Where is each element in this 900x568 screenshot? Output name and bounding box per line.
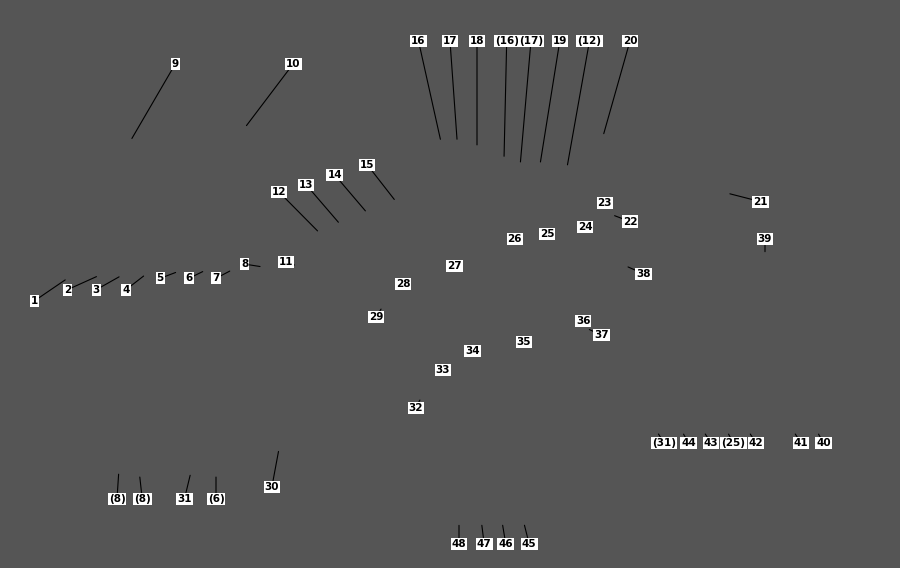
- Ellipse shape: [434, 251, 466, 311]
- Ellipse shape: [659, 341, 682, 383]
- Ellipse shape: [563, 257, 585, 297]
- Text: 46: 46: [499, 539, 513, 549]
- Ellipse shape: [402, 322, 465, 437]
- Ellipse shape: [8, 265, 42, 301]
- Ellipse shape: [641, 349, 655, 376]
- Text: 16: 16: [411, 36, 426, 46]
- Text: 45: 45: [522, 539, 536, 549]
- Text: (8): (8): [109, 494, 125, 504]
- Polygon shape: [770, 352, 842, 373]
- Text: 33: 33: [436, 365, 450, 375]
- Text: (6): (6): [208, 494, 224, 504]
- Text: 32: 32: [409, 403, 423, 413]
- Text: 29: 29: [369, 312, 383, 322]
- Polygon shape: [54, 23, 266, 148]
- Text: 22: 22: [623, 216, 637, 227]
- Ellipse shape: [633, 177, 663, 232]
- Ellipse shape: [542, 333, 574, 391]
- Polygon shape: [582, 310, 590, 321]
- Text: 9: 9: [172, 59, 179, 69]
- Ellipse shape: [517, 248, 549, 306]
- Text: 44: 44: [681, 438, 696, 448]
- Polygon shape: [313, 0, 432, 568]
- Polygon shape: [140, 267, 158, 299]
- Text: 19: 19: [553, 36, 567, 46]
- Ellipse shape: [254, 238, 304, 328]
- Ellipse shape: [248, 225, 310, 340]
- Text: 2: 2: [64, 285, 71, 295]
- Ellipse shape: [438, 260, 462, 302]
- Text: 7: 7: [212, 273, 220, 283]
- Polygon shape: [243, 128, 266, 148]
- Text: 42: 42: [749, 438, 763, 448]
- Polygon shape: [338, 398, 416, 426]
- Text: 6: 6: [185, 273, 193, 283]
- Text: 23: 23: [598, 198, 612, 208]
- Ellipse shape: [589, 267, 599, 287]
- Ellipse shape: [264, 256, 294, 310]
- Text: 39: 39: [758, 233, 772, 244]
- Text: 47: 47: [477, 539, 491, 549]
- Ellipse shape: [810, 330, 846, 395]
- Text: 12: 12: [272, 187, 286, 197]
- Ellipse shape: [626, 164, 670, 245]
- Ellipse shape: [475, 254, 502, 304]
- Polygon shape: [482, 508, 500, 518]
- Polygon shape: [186, 269, 195, 297]
- Ellipse shape: [426, 365, 442, 394]
- Text: (12): (12): [578, 36, 601, 46]
- Text: 21: 21: [753, 197, 768, 207]
- Polygon shape: [61, 148, 108, 163]
- Text: 10: 10: [286, 59, 301, 69]
- Text: 11: 11: [279, 257, 293, 268]
- Text: (25): (25): [722, 438, 745, 448]
- Text: 20: 20: [623, 36, 637, 46]
- Text: 17: 17: [443, 36, 457, 46]
- Polygon shape: [313, 0, 432, 568]
- Polygon shape: [196, 269, 203, 297]
- Text: 40: 40: [816, 438, 831, 448]
- Ellipse shape: [681, 344, 701, 381]
- Text: (8): (8): [134, 494, 150, 504]
- Ellipse shape: [747, 172, 783, 237]
- Ellipse shape: [540, 253, 567, 301]
- Ellipse shape: [664, 351, 677, 374]
- Ellipse shape: [494, 504, 505, 522]
- Ellipse shape: [545, 263, 562, 291]
- Text: 13: 13: [299, 179, 313, 190]
- Polygon shape: [416, 354, 828, 371]
- Text: 4: 4: [122, 285, 130, 295]
- Ellipse shape: [493, 310, 551, 415]
- Polygon shape: [241, 187, 317, 378]
- Polygon shape: [54, 122, 266, 148]
- Polygon shape: [648, 193, 792, 216]
- Text: 34: 34: [465, 346, 480, 356]
- Polygon shape: [313, 0, 432, 568]
- Text: (16): (16): [495, 36, 518, 46]
- Ellipse shape: [616, 345, 635, 379]
- Ellipse shape: [608, 331, 643, 394]
- Text: 43: 43: [704, 438, 718, 448]
- Polygon shape: [165, 269, 174, 297]
- Text: 30: 30: [265, 482, 279, 492]
